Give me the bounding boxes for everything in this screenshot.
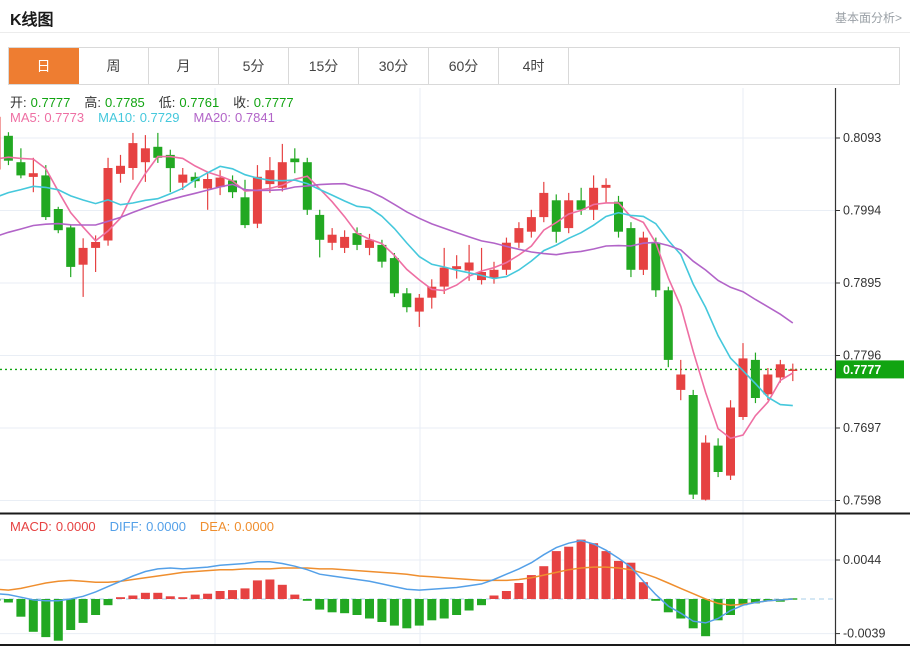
close-label: 收: bbox=[233, 95, 250, 110]
tab-4时[interactable]: 4时 bbox=[499, 48, 569, 84]
high-value: 0.7785 bbox=[105, 95, 145, 110]
macd-histogram bbox=[0, 539, 798, 641]
ma5-label: MA5: bbox=[10, 110, 41, 125]
price-badge: 0.7777 bbox=[836, 360, 904, 379]
candles bbox=[0, 116, 798, 501]
svg-text:-0.0039: -0.0039 bbox=[843, 627, 885, 641]
dea-line bbox=[0, 566, 793, 606]
dea-label: DEA: bbox=[199, 519, 231, 534]
tab-15分[interactable]: 15分 bbox=[289, 48, 359, 84]
svg-text:0.0044: 0.0044 bbox=[843, 553, 881, 567]
ma20-value: 0.7841 bbox=[235, 110, 275, 125]
low-value: 0.7761 bbox=[179, 95, 220, 110]
ma10-line bbox=[0, 165, 793, 407]
tab-60分[interactable]: 60分 bbox=[429, 48, 499, 84]
low-label: 低: bbox=[158, 95, 176, 110]
svg-text:0.7895: 0.7895 bbox=[843, 276, 881, 290]
tab-月[interactable]: 月 bbox=[149, 48, 219, 84]
ma10-value: 0.7729 bbox=[139, 110, 180, 125]
tab-周[interactable]: 周 bbox=[79, 48, 149, 84]
header-divider bbox=[0, 32, 910, 33]
svg-text:0.8093: 0.8093 bbox=[843, 131, 881, 145]
svg-text:0.7697: 0.7697 bbox=[843, 421, 881, 435]
gridlines bbox=[0, 88, 835, 645]
tab-5分[interactable]: 5分 bbox=[219, 48, 289, 84]
interval-tabs: 日周月 5分 15分 30分 60分 4时 bbox=[8, 47, 900, 85]
diff-label: DIFF: bbox=[109, 519, 143, 534]
macd-label: MACD: bbox=[10, 519, 52, 534]
open-value: 0.7777 bbox=[30, 95, 71, 110]
ma20-label: MA20: bbox=[193, 110, 232, 125]
svg-text:0.7796: 0.7796 bbox=[843, 349, 881, 363]
dea-value: 0.0000 bbox=[234, 519, 275, 534]
ma10-label: MA10: bbox=[98, 110, 136, 125]
ma5-line bbox=[0, 155, 794, 440]
high-label: 高: bbox=[84, 95, 102, 110]
ma5-value: 0.7773 bbox=[44, 110, 85, 125]
macd-legend: MACD: 0.0000 DIFF: 0.0000 DEA: 0.0000 bbox=[10, 519, 278, 534]
ma-legend: MA5: 0.7773 MA10: 0.7729 MA20: 0.7841 bbox=[10, 110, 279, 125]
close-value: 0.7777 bbox=[253, 95, 294, 110]
ohlc-legend: 开: 0.7777 高: 0.7785 低: 0.7761 收: 0.7777 bbox=[10, 92, 298, 111]
macd-value: 0.0000 bbox=[55, 519, 96, 534]
page-title: K线图 bbox=[10, 12, 54, 29]
diff-line bbox=[0, 539, 793, 624]
tab-日[interactable]: 日 bbox=[9, 48, 79, 84]
fundamental-analysis-link[interactable]: 基本面分析> bbox=[834, 11, 902, 25]
svg-text:0.7994: 0.7994 bbox=[843, 204, 881, 218]
tab-30分[interactable]: 30分 bbox=[359, 48, 429, 84]
diff-value: 0.0000 bbox=[146, 519, 186, 534]
ma20-line bbox=[0, 182, 794, 324]
open-label: 开: bbox=[10, 95, 27, 110]
svg-text:0.7598: 0.7598 bbox=[843, 494, 881, 508]
price-axis: 0.8093 0.7994 0.7895 0.7796 0.7697 0.7598 0.00… bbox=[834, 88, 885, 645]
svg-text:0.7777: 0.7777 bbox=[843, 363, 881, 377]
